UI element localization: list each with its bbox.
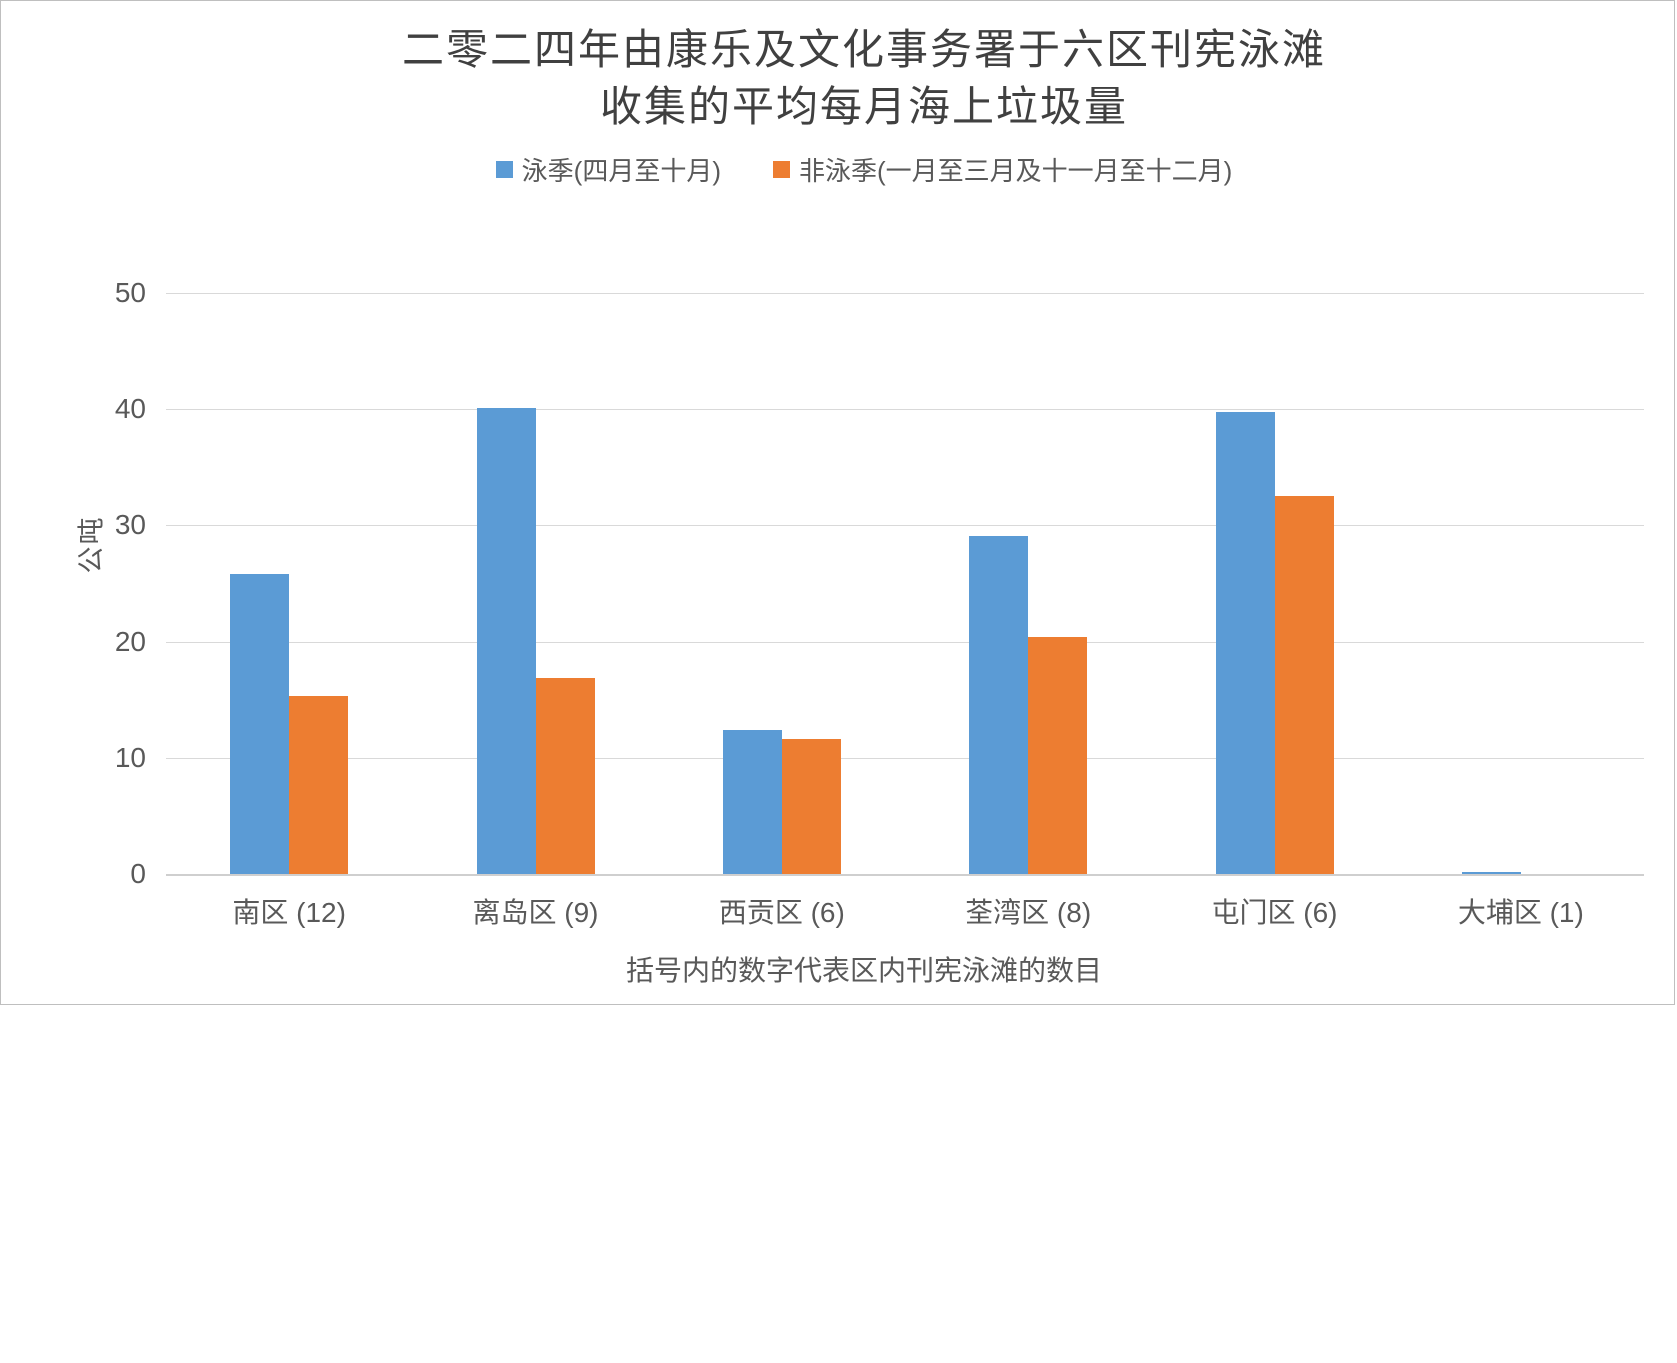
bar-swim-season-2 <box>476 408 536 874</box>
footnote: 括号内的数字代表区内刊宪泳滩的数目 <box>625 955 1102 986</box>
chart-frame: 二零二四年由康乐及文化事务署于六区刊宪泳滩 收集的平均每月海上垃圾量 泳季(四月… <box>0 0 1675 1005</box>
bar-swim-season-1 <box>230 574 290 874</box>
gridline-10 <box>166 757 1644 759</box>
bar-non-swim-season-3 <box>781 739 841 874</box>
legend: 泳季(四月至十月) 非泳季(一月至三月及十一月至十二月) <box>66 151 1662 188</box>
bar-swim-season-3 <box>722 729 782 874</box>
y-tick-label-50: 50 <box>114 277 146 308</box>
x-category-label-1: 南区 (12) <box>232 897 346 928</box>
y-tick-label-20: 20 <box>114 625 146 657</box>
x-category-label-4: 荃湾区 (8) <box>965 897 1092 928</box>
y-tick-label-0: 0 <box>130 858 146 889</box>
legend-item-non-swim-season: 非泳季(一月至三月及十一月至十二月) <box>773 151 1232 188</box>
gridline-50 <box>166 293 1644 294</box>
legend-swatch-non-swim-season-icon <box>773 161 790 178</box>
y-tick-label-10: 10 <box>114 741 146 773</box>
chart-title-line1: 二零二四年由康乐及文化事务署于六区刊宪泳滩 <box>401 26 1326 73</box>
gridline-20 <box>166 641 1644 643</box>
bar-non-swim-season-4 <box>1028 636 1088 874</box>
gridline-40 <box>166 409 1644 411</box>
y-tick-label-40: 40 <box>114 393 146 425</box>
gridline-30 <box>166 525 1644 527</box>
bar-swim-season-4 <box>969 535 1029 874</box>
chart-title-line2: 收集的平均每月海上垃圾量 <box>599 83 1128 130</box>
y-tick-label-30: 30 <box>114 509 146 541</box>
bar-non-swim-season-5 <box>1274 496 1334 874</box>
x-category-label-2: 离岛区 (9) <box>472 897 599 928</box>
legend-swatch-swim-season-icon <box>495 161 513 178</box>
legend-label-swim-season: 泳季(四月至十月) <box>521 156 721 186</box>
legend-label-non-swim-season: 非泳季(一月至三月及十一月至十二月) <box>799 156 1233 186</box>
y-axis-title: 公吨 <box>76 515 107 574</box>
bar-swim-season-6 <box>1461 871 1521 874</box>
chart-title: 二零二四年由康乐及文化事务署于六区刊宪泳滩 收集的平均每月海上垃圾量 <box>66 21 1662 135</box>
bar-swim-season-5 <box>1215 411 1275 874</box>
x-category-label-6: 大埔区 (1) <box>1457 897 1584 928</box>
legend-item-swim-season: 泳季(四月至十月) <box>495 151 721 188</box>
bar-non-swim-season-1 <box>289 696 349 874</box>
x-category-label-5: 屯门区 (6) <box>1211 897 1338 928</box>
bar-non-swim-season-2 <box>535 677 595 874</box>
plot-area: 0 10 20 30 40 50 南区 (12) 离岛区 (9) 西贡区 (6) 荃湾区 (8) 屯… <box>115 277 1644 928</box>
x-category-label-3: 西贡区 (6) <box>718 897 845 928</box>
